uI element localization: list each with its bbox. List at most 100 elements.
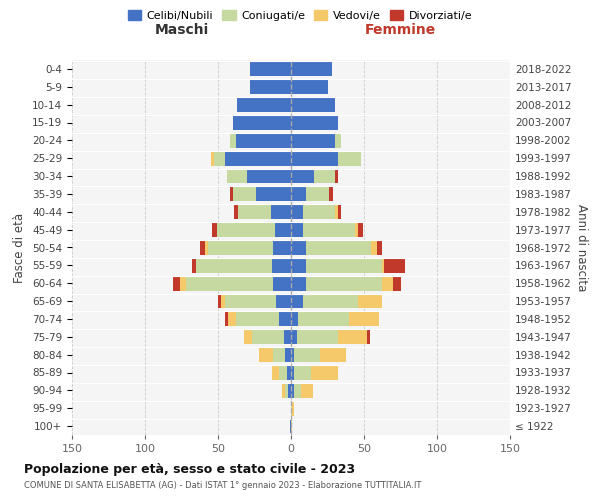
Bar bbox=[287, 365, 291, 380]
Bar bbox=[208, 240, 274, 255]
Bar bbox=[291, 98, 335, 112]
Bar bbox=[173, 276, 180, 290]
Text: COMUNE DI SANTA ELISABETTA (AG) - Dati ISTAT 1° gennaio 2023 - Elaborazione TUTT: COMUNE DI SANTA ELISABETTA (AG) - Dati I… bbox=[24, 481, 421, 490]
Bar bbox=[291, 204, 302, 219]
Bar bbox=[250, 80, 291, 94]
Bar bbox=[290, 419, 291, 434]
Bar bbox=[314, 168, 335, 184]
Bar bbox=[251, 330, 284, 344]
Text: Popolazione per età, sesso e stato civile - 2023: Popolazione per età, sesso e stato civil… bbox=[24, 462, 355, 475]
Bar bbox=[291, 294, 302, 308]
Bar bbox=[217, 222, 275, 237]
Bar bbox=[338, 330, 367, 344]
Bar bbox=[302, 204, 335, 219]
Bar bbox=[228, 312, 236, 326]
Bar bbox=[221, 294, 226, 308]
Bar bbox=[291, 383, 294, 398]
Bar bbox=[291, 401, 292, 415]
Bar bbox=[301, 383, 313, 398]
Bar bbox=[230, 186, 233, 201]
Bar bbox=[302, 294, 358, 308]
Bar bbox=[291, 133, 335, 148]
Bar bbox=[291, 348, 294, 362]
Bar bbox=[294, 365, 311, 380]
Bar bbox=[335, 133, 341, 148]
Bar bbox=[291, 419, 292, 434]
Bar bbox=[358, 222, 362, 237]
Bar bbox=[298, 312, 349, 326]
Bar bbox=[291, 365, 294, 380]
Bar bbox=[393, 276, 401, 290]
Bar bbox=[218, 294, 221, 308]
Bar bbox=[236, 133, 291, 148]
Bar bbox=[367, 330, 370, 344]
Bar bbox=[226, 312, 228, 326]
Bar bbox=[236, 312, 280, 326]
Legend: Celibi/Nubili, Coniugati/e, Vedovi/e, Divorziati/e: Celibi/Nubili, Coniugati/e, Vedovi/e, Di… bbox=[124, 6, 476, 25]
Bar bbox=[225, 294, 277, 308]
Bar bbox=[211, 151, 214, 166]
Bar bbox=[320, 348, 346, 362]
Bar bbox=[233, 115, 291, 130]
Bar bbox=[355, 222, 358, 237]
Bar bbox=[192, 258, 196, 272]
Bar bbox=[305, 258, 382, 272]
Bar bbox=[305, 276, 382, 290]
Bar bbox=[250, 62, 291, 76]
Bar bbox=[338, 151, 361, 166]
Bar bbox=[259, 348, 274, 362]
Bar bbox=[205, 240, 208, 255]
Bar bbox=[305, 186, 329, 201]
Bar bbox=[212, 222, 217, 237]
Bar bbox=[291, 151, 338, 166]
Bar bbox=[277, 294, 291, 308]
Bar bbox=[271, 204, 291, 219]
Bar bbox=[244, 330, 251, 344]
Bar bbox=[335, 168, 338, 184]
Bar bbox=[292, 401, 294, 415]
Bar bbox=[382, 258, 385, 272]
Bar bbox=[280, 312, 291, 326]
Bar bbox=[226, 151, 291, 166]
Y-axis label: Fasce di età: Fasce di età bbox=[13, 212, 26, 282]
Bar bbox=[285, 348, 291, 362]
Bar bbox=[247, 168, 291, 184]
Bar bbox=[291, 312, 298, 326]
Bar bbox=[186, 276, 274, 290]
Bar bbox=[291, 62, 332, 76]
Bar bbox=[227, 168, 247, 184]
Bar bbox=[335, 204, 338, 219]
Bar bbox=[291, 240, 305, 255]
Bar bbox=[297, 330, 338, 344]
Bar bbox=[311, 365, 338, 380]
Bar bbox=[274, 348, 285, 362]
Bar bbox=[272, 258, 291, 272]
Bar bbox=[234, 204, 238, 219]
Bar bbox=[196, 258, 272, 272]
Bar bbox=[291, 186, 305, 201]
Bar bbox=[214, 151, 226, 166]
Bar bbox=[329, 186, 334, 201]
Bar bbox=[237, 98, 291, 112]
Bar bbox=[256, 186, 291, 201]
Bar bbox=[377, 240, 382, 255]
Bar bbox=[349, 312, 379, 326]
Bar bbox=[230, 133, 236, 148]
Bar bbox=[285, 383, 288, 398]
Bar bbox=[294, 348, 320, 362]
Text: Femmine: Femmine bbox=[365, 24, 436, 38]
Bar bbox=[180, 276, 186, 290]
Bar bbox=[291, 115, 338, 130]
Bar bbox=[291, 168, 314, 184]
Bar bbox=[274, 240, 291, 255]
Bar bbox=[371, 240, 377, 255]
Bar bbox=[284, 330, 291, 344]
Bar bbox=[274, 276, 291, 290]
Bar bbox=[238, 204, 271, 219]
Bar bbox=[282, 383, 285, 398]
Bar bbox=[272, 365, 280, 380]
Text: Maschi: Maschi bbox=[154, 24, 209, 38]
Bar bbox=[385, 258, 405, 272]
Bar bbox=[338, 204, 341, 219]
Bar bbox=[291, 80, 328, 94]
